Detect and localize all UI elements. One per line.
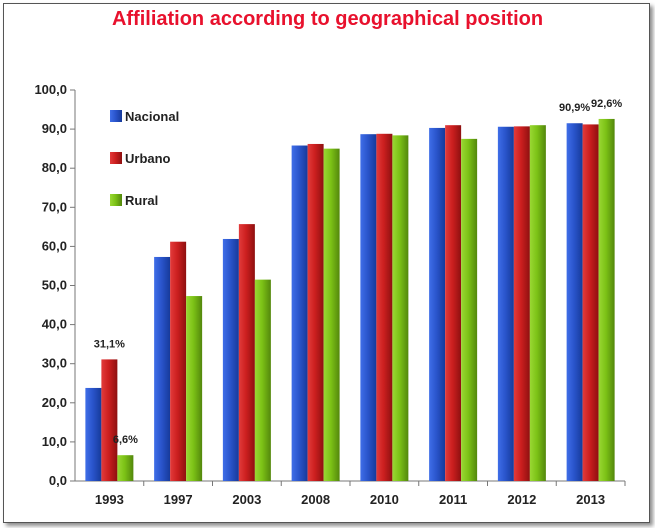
x-tick-label: 1997 [164,492,193,507]
bar-urbano [513,126,530,481]
bar-rural [529,125,546,481]
bar-urbano [582,124,599,482]
data-label: 6,6% [113,434,138,446]
bar-urbano [376,133,393,482]
y-tick-label: 60,0 [42,238,67,253]
axes: 0,0 10,0 20,0 30,0 40,0 50,0 60,0 70,0 80,0 90,0 1… [34,82,626,507]
bar-nacional [291,145,308,481]
bars [85,118,615,482]
bar-nacional [429,127,446,481]
x-tick-label: 2013 [576,492,605,507]
y-tick-label: 40,0 [42,317,67,332]
y-tick-label: 30,0 [42,356,67,371]
y-tick-label: 100,0 [34,82,67,97]
y-tick-label: 90,0 [42,121,67,136]
legend-label-urbano: Urbano [125,151,171,166]
bar-rural [323,148,340,481]
bar-rural [186,296,203,481]
bar-nacional [85,387,102,481]
y-tick-label: 0,0 [49,473,67,488]
bar-urbano [101,359,118,481]
bar-rural [461,138,478,481]
x-tick-label: 2011 [439,492,467,507]
bar-nacional [497,126,514,481]
bar-rural [254,279,271,481]
legend-label-nacional: Nacional [125,109,179,124]
bar-urbano [238,224,255,481]
bar-rural [117,455,134,481]
data-label: 31,1% [94,338,125,350]
data-label: 92,6% [591,98,622,110]
bar-urbano [170,241,187,481]
legend-swatch-urbano [110,152,122,164]
bar-rural [598,118,615,482]
bar-nacional [360,134,377,482]
bar-nacional [566,123,583,482]
bar-urbano [445,125,462,481]
x-tick-label: 2003 [232,492,261,507]
bar-nacional [222,238,239,481]
y-tick-label: 50,0 [42,278,67,293]
legend: Nacional Urbano Rural [110,109,179,208]
x-tick-label: 2010 [370,492,399,507]
bar-rural [392,135,409,481]
x-tick-label: 2008 [301,492,330,507]
y-tick-label: 10,0 [42,434,67,449]
legend-label-rural: Rural [125,193,158,208]
y-tick-label: 70,0 [42,199,67,214]
chart-title: Affiliation according to geographical po… [111,8,544,30]
y-tick-label: 80,0 [42,160,67,175]
legend-swatch-nacional [110,110,122,122]
bar-urbano [307,143,324,481]
x-tick-label: 1993 [95,492,124,507]
legend-swatch-rural [110,194,122,206]
data-label: 90,9% [559,102,590,114]
data-labels: 31,1% 6,6% 90,9% 92,6% [94,98,623,446]
y-tick-label: 20,0 [42,395,67,410]
bar-nacional [154,256,171,481]
x-tick-label: 2012 [507,492,536,507]
